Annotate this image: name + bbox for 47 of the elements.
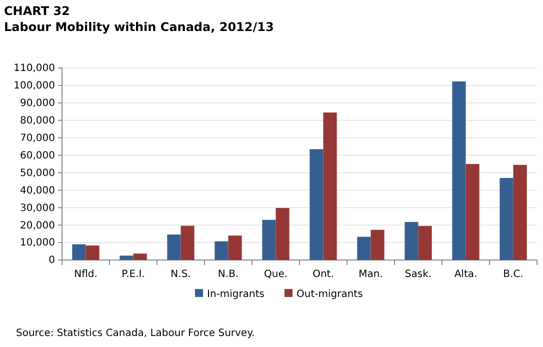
chart-subtitle: Labour Mobility within Canada, 2012/13: [4, 20, 274, 34]
bar: [370, 230, 384, 260]
bar: [167, 234, 181, 260]
source-note: Source: Statistics Canada, Labour Force Survey.: [16, 328, 255, 339]
bar: [357, 236, 371, 260]
x-tick-label: Nfld.: [74, 269, 98, 280]
legend-label: In-migrants: [207, 289, 264, 300]
legend-label: Out-migrants: [296, 289, 363, 300]
y-tick-label: 90,000: [20, 98, 55, 110]
y-tick-label: 60,000: [20, 150, 55, 162]
bar: [120, 256, 134, 260]
y-tick-label: 110,000: [14, 63, 55, 74]
x-tick-label: N.S.: [170, 269, 191, 280]
y-tick-label: 30,000: [20, 202, 55, 214]
y-tick-label: 50,000: [20, 168, 55, 179]
bar: [276, 208, 290, 260]
x-tick-label: Sask.: [404, 269, 432, 280]
y-tick-label: 100,000: [14, 80, 55, 92]
bar: [86, 246, 100, 260]
x-tick-label: Alta.: [454, 269, 478, 280]
x-tick-label: P.E.I.: [122, 269, 145, 280]
x-tick-label: B.C.: [503, 269, 524, 280]
bar: [72, 244, 86, 260]
bar: [180, 226, 194, 260]
y-tick-label: 20,000: [20, 220, 55, 232]
y-tick-label: 40,000: [20, 185, 55, 196]
bar: [404, 222, 418, 260]
bar: [323, 112, 337, 260]
bar: [418, 226, 432, 260]
x-tick-label: N.B.: [218, 269, 239, 280]
bar: [228, 236, 242, 260]
chart-title: CHART 32: [4, 4, 70, 18]
bar: [513, 164, 527, 260]
bar: [310, 149, 324, 260]
bar: [214, 241, 228, 260]
bar: [466, 164, 480, 260]
bar: [262, 220, 276, 260]
y-tick-label: 80,000: [20, 116, 55, 127]
bar: [452, 81, 466, 260]
x-tick-label: Man.: [358, 269, 383, 280]
bar: [500, 178, 514, 260]
x-tick-label: Ont.: [312, 269, 334, 280]
y-tick-label: 10,000: [20, 238, 55, 249]
y-tick-label: 70,000: [20, 133, 55, 144]
x-tick-label: Que.: [264, 269, 288, 280]
bar: [133, 254, 147, 260]
y-tick-label: 0: [48, 255, 55, 266]
